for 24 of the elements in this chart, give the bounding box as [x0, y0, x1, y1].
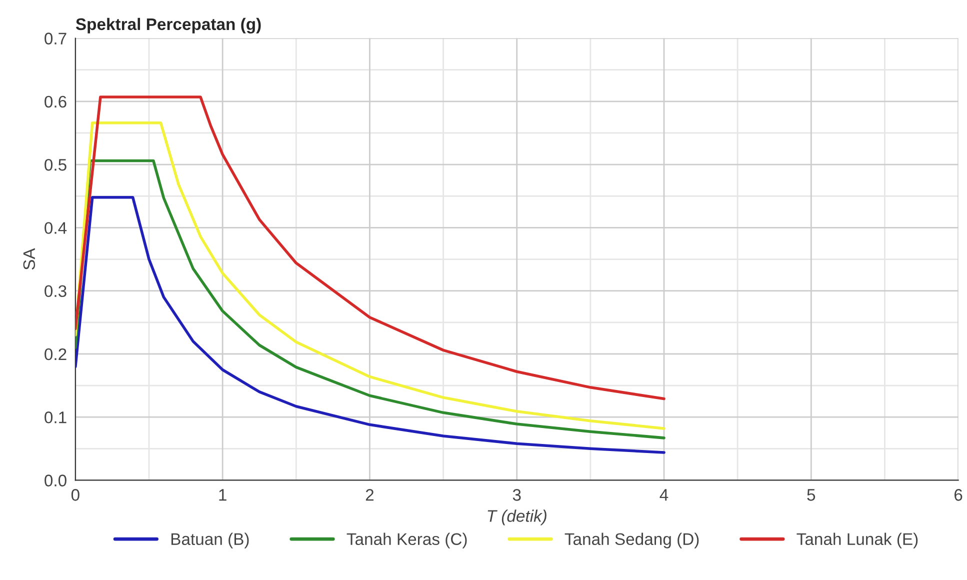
x-tick-label: 6: [954, 489, 962, 501]
y-tick-label: 0.2: [44, 348, 66, 360]
chart-title: Spektral Percepatan (g): [76, 18, 261, 34]
x-tick-label: 3: [512, 489, 521, 501]
legend-label: Tanah Keras (C): [346, 532, 467, 548]
y-tick-label: 0.4: [44, 222, 67, 234]
x-tick-label: 1: [219, 489, 226, 501]
y-tick-label: 0.3: [44, 285, 66, 298]
y-tick-label: 0.1: [44, 412, 66, 424]
line-series: [75, 196, 666, 454]
x-tick-label: 2: [366, 489, 374, 501]
y-tick-label: 0.6: [44, 96, 66, 108]
x-tick-label: 5: [807, 489, 816, 501]
y-tick-label: 0.0: [44, 474, 66, 486]
y-tick-label: 0.5: [44, 158, 66, 171]
x-tick-label: 4: [660, 489, 668, 501]
line-series: [75, 96, 666, 400]
y-axis-title: SA: [23, 248, 36, 270]
legend-label: Tanah Sedang (D): [564, 532, 699, 548]
legend-label: Batuan (B): [171, 532, 249, 548]
x-axis-title: T (detik): [488, 510, 546, 526]
legend-label: Tanah Lunak (E): [796, 532, 918, 548]
x-tick-label: 0: [71, 489, 80, 501]
y-tick-label: 0.7: [44, 32, 66, 44]
